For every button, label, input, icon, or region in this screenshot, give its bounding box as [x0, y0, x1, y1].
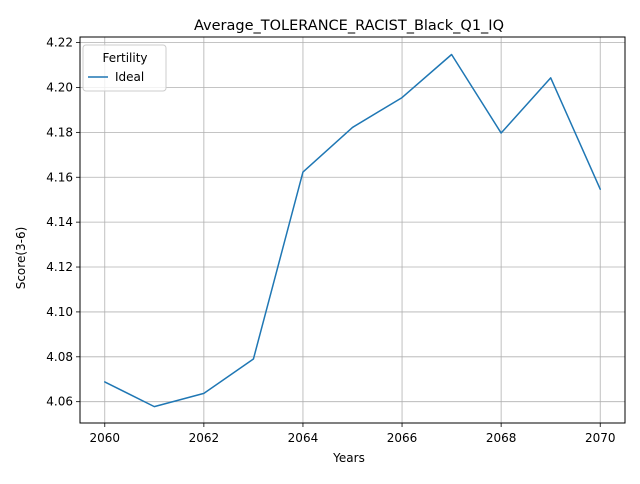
grid [80, 37, 625, 423]
x-tick-label: 2064 [288, 431, 319, 445]
legend-box [82, 44, 167, 92]
legend: Fertility Ideal [82, 44, 167, 92]
legend-title: Fertility [102, 51, 147, 65]
series-line-ideal [104, 53, 601, 408]
x-axis-label: Years [332, 451, 365, 465]
x-tick-label: 2070 [585, 431, 616, 445]
legend-label-ideal: Ideal [115, 70, 144, 84]
y-tick-label: 4.14 [46, 215, 73, 229]
y-tick-label: 4.08 [46, 350, 73, 364]
x-tick-label: 2060 [89, 431, 120, 445]
x-tick-label: 2068 [486, 431, 517, 445]
x-tick-label: 2062 [189, 431, 220, 445]
x-tick-label: 2066 [387, 431, 418, 445]
y-tick-label: 4.06 [46, 395, 73, 409]
y-tick-label: 4.16 [46, 170, 73, 184]
y-tick-label: 4.18 [46, 125, 73, 139]
y-tick-label: 4.20 [46, 80, 73, 94]
plot-frame [79, 36, 626, 424]
chart-title: Average_TOLERANCE_RACIST_Black_Q1_IQ [194, 18, 504, 34]
y-tick-label: 4.10 [46, 305, 73, 319]
y-axis-ticks: 4.06 4.08 4.10 4.12 4.14 4.16 4.18 4.20 4.22 [46, 36, 80, 409]
y-tick-label: 4.22 [46, 36, 73, 50]
x-axis-ticks: 2060 2062 2064 2066 2068 2070 [89, 423, 616, 445]
y-axis-label: Score(3-6) [14, 227, 28, 290]
y-tick-label: 4.12 [46, 260, 73, 274]
series-layer [104, 53, 601, 408]
